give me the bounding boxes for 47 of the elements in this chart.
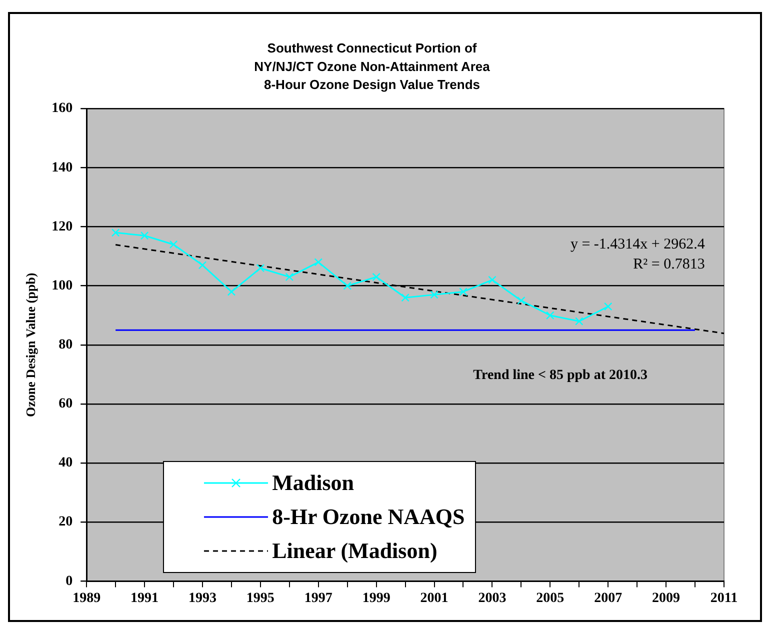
annotation: R² = 0.7813 — [633, 256, 705, 272]
point — [546, 311, 554, 320]
point — [459, 288, 468, 296]
x-tick-label: 1997 — [304, 591, 332, 606]
y-tick-label: 120 — [52, 219, 73, 234]
y-tick-label: 80 — [58, 338, 73, 353]
point — [430, 290, 438, 299]
y-tick-label: 60 — [58, 396, 73, 412]
point — [488, 276, 496, 284]
x-tick-label: 1993 — [188, 591, 216, 606]
x-tick-label: 2005 — [536, 591, 564, 606]
point — [227, 288, 236, 296]
y-tick-label: 20 — [58, 514, 73, 530]
y-tick-label: 0 — [66, 574, 73, 589]
point — [198, 261, 207, 270]
point — [401, 294, 410, 302]
point — [517, 296, 526, 305]
x-tick-label: 1991 — [130, 591, 159, 606]
annotation: Trend line < 85 ppb at 2010.3 — [473, 368, 648, 384]
legend-label: Madison — [272, 468, 354, 497]
y-tick-label: 100 — [52, 278, 73, 294]
y-axis-title: Ozone Design Value (ppb) — [23, 272, 38, 417]
y-tick-label: 140 — [52, 160, 73, 176]
x-tick-label: 2003 — [478, 591, 506, 606]
point — [111, 228, 120, 237]
point — [604, 302, 612, 311]
x-tick-label: 1995 — [246, 591, 274, 606]
point — [314, 258, 323, 266]
x-tick-label: 2007 — [594, 591, 622, 606]
y-tick-label: 160 — [52, 101, 73, 116]
x-tick-label: 2011 — [710, 591, 738, 606]
legend-label: Linear (Madison) — [272, 536, 438, 565]
y-tick-label: 40 — [58, 456, 73, 471]
point — [140, 231, 149, 240]
point — [372, 272, 380, 282]
x-tick-label: 2009 — [652, 591, 680, 606]
point — [575, 317, 584, 326]
x-tick-label: 2001 — [420, 591, 448, 606]
legend-label: 8-Hr Ozone NAAQS — [272, 502, 465, 531]
annotation: y = -1.4314x + 2962.4 — [570, 236, 706, 253]
point — [169, 240, 178, 249]
point — [343, 282, 352, 290]
chart-title: Southwest Connecticut Portion of NY/NJ/CT Ozone Non-Attainment Area 8-Hour Ozone Design Value Trends — [254, 40, 491, 92]
x-tick-label: 1999 — [362, 591, 390, 606]
point — [285, 272, 294, 282]
x-tick-label: 1989 — [72, 591, 101, 606]
point — [256, 264, 265, 272]
